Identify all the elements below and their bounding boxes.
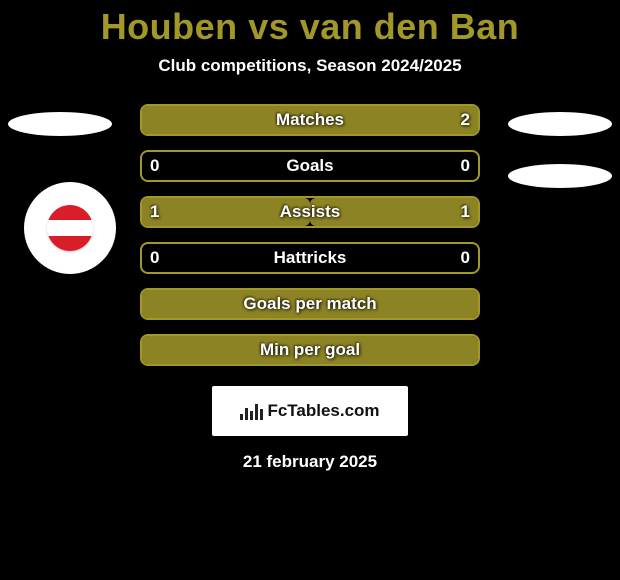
stat-label: Hattricks (274, 248, 347, 268)
badge-text: PSV (58, 222, 82, 234)
player1-placeholder-ellipse (8, 112, 112, 136)
stat-value-right: 2 (461, 110, 470, 130)
stat-row: Matches 2 (140, 104, 480, 136)
player1-name: Houben (101, 6, 238, 47)
stat-value-left: 0 (150, 156, 159, 176)
player2-name: van den Ban (300, 6, 520, 47)
chart-bars-icon (240, 402, 263, 420)
badge-stripe-bottom (47, 236, 93, 251)
club-badge: PSV (24, 182, 116, 274)
comparison-title: Houben vs van den Ban (0, 0, 620, 48)
stat-row: Min per goal (140, 334, 480, 366)
snapshot-date: 21 february 2025 (0, 452, 620, 472)
stat-value-right: 0 (461, 156, 470, 176)
attribution-text: FcTables.com (267, 401, 379, 421)
vs-separator: vs (248, 6, 289, 47)
stat-value-right: 0 (461, 248, 470, 268)
player2-placeholder-ellipse-2 (508, 164, 612, 188)
stat-row: 1 Assists 1 (140, 196, 480, 228)
badge-stripe-top (47, 205, 93, 220)
stat-value-right: 1 (461, 202, 470, 222)
stat-row: Goals per match (140, 288, 480, 320)
season-subtitle: Club competitions, Season 2024/2025 (0, 56, 620, 76)
stat-rows: Matches 2 0 Goals 0 1 Assists 1 0 Hattricks 0 Goals… (140, 104, 480, 366)
stat-label: Goals per match (243, 294, 376, 314)
stat-label: Assists (280, 202, 340, 222)
stat-value-left: 1 (150, 202, 159, 222)
stat-row: 0 Goals 0 (140, 150, 480, 182)
player2-placeholder-ellipse-1 (508, 112, 612, 136)
club-badge-inner: PSV (47, 205, 93, 251)
comparison-content: PSV Matches 2 0 Goals 0 1 Assists 1 0 Hattricks 0 G… (0, 104, 620, 472)
stat-label: Matches (276, 110, 344, 130)
stat-value-left: 0 (150, 248, 159, 268)
stat-row: 0 Hattricks 0 (140, 242, 480, 274)
stat-label: Goals (286, 156, 333, 176)
stat-label: Min per goal (260, 340, 360, 360)
attribution-box: FcTables.com (212, 386, 408, 436)
